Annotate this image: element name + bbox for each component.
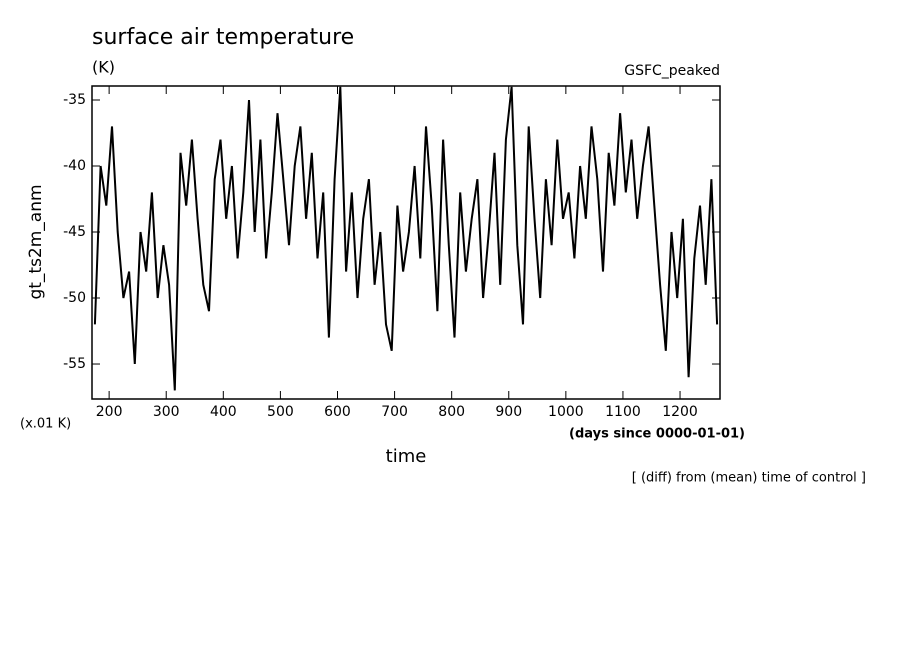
x-tick-label: 1000 xyxy=(548,404,584,420)
x-tick-label: 1200 xyxy=(662,404,698,420)
data-line xyxy=(93,86,719,391)
x-tick-label: 500 xyxy=(267,404,294,420)
y-axis-label: gt_ts2m_anm xyxy=(26,184,46,299)
y-unit-note: (x.01 K) xyxy=(20,417,71,432)
plot-frame xyxy=(91,85,721,400)
x-axis-label: time xyxy=(386,446,427,467)
y-tick-label: -35 xyxy=(63,92,86,108)
x-tick-label: 200 xyxy=(96,404,123,420)
x-tick-label: 700 xyxy=(381,404,408,420)
footnote: [ (diff) from (mean) time of control ] xyxy=(632,471,866,486)
x-tick-label: 900 xyxy=(495,404,522,420)
y-tick-label: -45 xyxy=(63,224,86,240)
chart-title: surface air temperature xyxy=(92,25,354,50)
subtitle: (K) xyxy=(92,58,115,77)
x-tick-label: 400 xyxy=(210,404,237,420)
x-tick-label: 800 xyxy=(438,404,465,420)
y-tick-label: -40 xyxy=(63,158,86,174)
y-tick-label: -50 xyxy=(63,290,86,306)
x-tick-label: 600 xyxy=(324,404,351,420)
y-tick-label: -55 xyxy=(63,356,86,372)
x-tick-label: 300 xyxy=(153,404,180,420)
x-tick-label: 1100 xyxy=(605,404,641,420)
source-label: GSFC_peaked xyxy=(624,63,720,79)
x-unit-note: (days since 0000-01-01) xyxy=(569,427,745,442)
